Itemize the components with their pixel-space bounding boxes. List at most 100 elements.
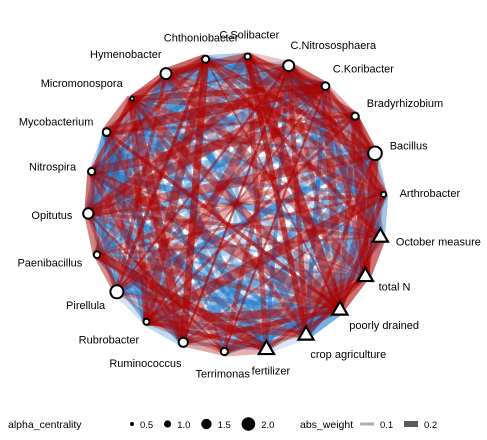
- edge-negative: [303, 86, 328, 335]
- node-label: total N: [379, 282, 411, 294]
- edge-positive: [90, 57, 208, 173]
- edge-positive: [131, 96, 356, 119]
- edge-positive: [87, 148, 377, 219]
- edge-positive: [182, 85, 327, 343]
- edge-negative: [95, 58, 207, 256]
- legend-centrality-dot: [164, 420, 172, 428]
- edge-positive: [105, 129, 382, 239]
- edge-positive: [96, 193, 384, 257]
- edge-positive: [181, 271, 367, 347]
- legend-weight-label: 0.2: [424, 420, 437, 431]
- edge-positive: [359, 234, 386, 278]
- edge-negative: [180, 114, 358, 345]
- node-label: Bradyrhizobium: [367, 98, 443, 110]
- edge-positive: [88, 192, 384, 216]
- edge-positive: [129, 95, 343, 313]
- edge-positive: [90, 170, 226, 353]
- node-triangle-fertilizer: [256, 338, 276, 356]
- edge-positive: [115, 98, 134, 292]
- edge-positive: [145, 115, 357, 323]
- edge-positive: [115, 58, 208, 293]
- edge-positive: [246, 51, 290, 71]
- edge-positive: [115, 84, 328, 294]
- legend-weight-items: 0.1 0.2: [360, 420, 437, 431]
- edge-positive: [131, 95, 385, 198]
- edge-positive: [129, 70, 169, 102]
- edge-layer: [84, 51, 389, 357]
- edge-positive: [95, 251, 308, 338]
- edge-positive: [116, 289, 307, 337]
- edge-negative: [91, 149, 376, 176]
- edge-positive: [145, 85, 327, 323]
- edge-positive: [86, 81, 328, 218]
- node-label: C.Nitrososphaera: [291, 40, 377, 52]
- edge-positive: [223, 85, 327, 352]
- node-nitrospira: [87, 166, 97, 177]
- label-layer: C.Solibacter C.Nitrososphaera C.Koribacter…: [17, 30, 480, 381]
- node-label: crop agriculture: [310, 349, 386, 361]
- node-pirellula: [109, 284, 125, 300]
- node-label: Pirellula: [66, 300, 106, 312]
- edge-positive: [105, 81, 327, 138]
- edge-positive: [131, 97, 382, 238]
- edge-positive: [131, 55, 248, 100]
- edge-positive: [116, 290, 226, 353]
- node-triangle-crop-agriculture: [296, 324, 316, 341]
- node-terrimonas: [219, 346, 229, 357]
- edge-negative: [89, 81, 328, 177]
- node-label: fertilizer: [252, 365, 291, 377]
- edge-negative: [128, 96, 271, 351]
- node-bradyrhizobium: [350, 111, 360, 121]
- edge-positive: [204, 57, 382, 239]
- edge-positive: [130, 97, 308, 336]
- edge-positive: [94, 98, 135, 256]
- node-label: Bacillus: [390, 141, 428, 153]
- node-hymenobacter: [159, 67, 173, 81]
- node-rubrobacter: [142, 317, 151, 326]
- legend-weight-label: 0.1: [380, 420, 393, 431]
- edge-positive: [182, 338, 226, 356]
- node-triangle-poorly-drained: [330, 299, 350, 316]
- edge-positive: [131, 64, 289, 100]
- edge-positive: [131, 83, 326, 102]
- edge-positive: [146, 319, 267, 351]
- node-c-solibacter: [243, 52, 252, 61]
- node-label: Mycobacterium: [19, 117, 94, 129]
- edge-positive: [84, 97, 136, 215]
- node-opitutus: [82, 207, 95, 220]
- node-label: Chthoniobacter: [164, 33, 239, 45]
- edge-negative: [87, 212, 268, 351]
- edge-positive: [164, 54, 208, 79]
- node-label: Arthrobacter: [400, 188, 461, 200]
- node-label: Hymenobacter: [90, 49, 162, 61]
- edge-negative: [131, 95, 376, 157]
- node-label: C.Koribacter: [333, 64, 394, 76]
- edge-positive: [114, 73, 168, 293]
- edge-positive: [204, 58, 341, 310]
- node-label: Rubrobacter: [79, 334, 140, 346]
- node-label: Terrimonas: [195, 369, 250, 381]
- edge-positive: [90, 111, 357, 177]
- edge-positive: [95, 253, 226, 354]
- node-layer: [82, 52, 390, 357]
- edge-positive: [304, 152, 377, 336]
- legend-centrality-label: 1.0: [177, 420, 190, 431]
- legend-centrality-dot: [130, 422, 134, 426]
- edge-positive: [88, 211, 381, 239]
- node-label: Ruminococcus: [109, 358, 182, 370]
- edge-positive: [114, 112, 358, 296]
- node-label: October measure: [396, 236, 481, 248]
- node-label: Opitutus: [31, 210, 72, 222]
- edge-positive: [87, 210, 342, 313]
- edge-positive: [86, 212, 119, 293]
- edge-positive: [96, 235, 381, 256]
- node-c-koribacter: [320, 81, 331, 92]
- edge-positive: [128, 98, 150, 323]
- edge-positive: [84, 171, 96, 214]
- edge-negative: [131, 98, 226, 352]
- edge-positive: [265, 307, 341, 351]
- node-ruminococcus: [177, 336, 189, 348]
- node-label: Micromonospora: [41, 78, 124, 90]
- node-triangle-october-measure: [370, 226, 390, 243]
